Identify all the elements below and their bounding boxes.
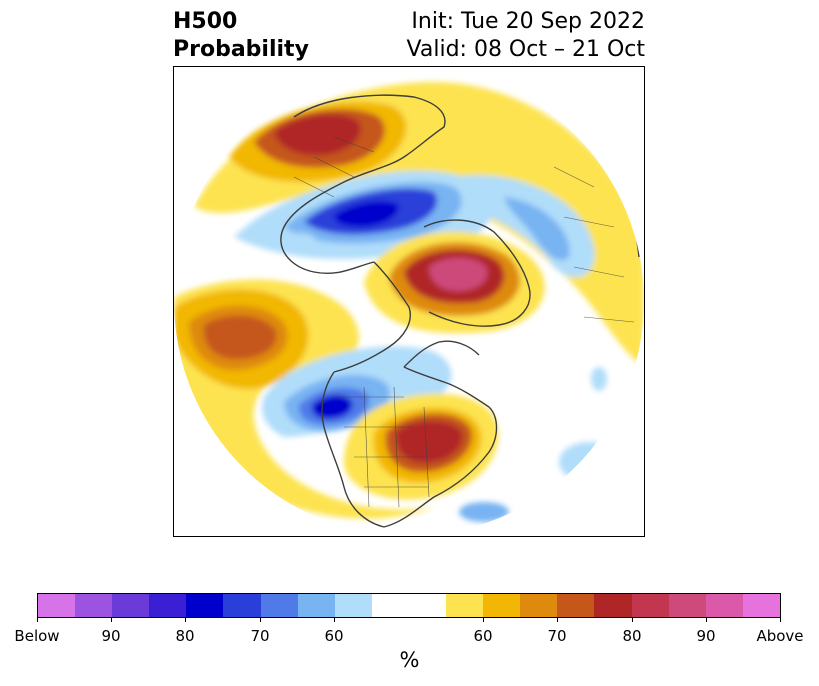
tick-mark [185,618,186,622]
colorbar-segment [112,594,150,617]
tick-label: 90 [696,627,716,645]
title-product: Probability [173,37,309,62]
colorbar-segment [705,594,743,617]
tick-label: 80 [622,627,642,645]
tick-mark [260,618,261,622]
colorbar-segment [371,594,447,617]
tick-label: 80 [175,627,195,645]
tick-mark [557,618,558,622]
colorbar-segment [334,594,372,617]
tick-label-above: Above [756,627,804,645]
tick-label: 70 [250,627,270,645]
tick-mark [632,618,633,622]
colorbar-segment [668,594,706,617]
anomaly-field [174,82,644,528]
tick-mark [334,618,335,622]
colorbar-units-label: % [399,648,420,672]
tick-mark [780,618,781,622]
colorbar-segment [742,594,780,617]
tick-mark [111,618,112,622]
title-init: Init: Tue 20 Sep 2022 [411,9,645,34]
colorbar-segment [149,594,187,617]
title-left: H500 Probability [173,8,309,64]
colorbar-segment [446,594,484,617]
tick-label: 70 [547,627,567,645]
colorbar-segment [38,594,76,617]
colorbar-segment [483,594,521,617]
title-right: Init: Tue 20 Sep 2022 Valid: 08 Oct – 21… [407,8,645,64]
title-variable: H500 [173,9,238,34]
map-svg [174,67,644,536]
tick-label: 60 [473,627,493,645]
tick-label-below: Below [14,627,60,645]
title-valid: Valid: 08 Oct – 21 Oct [406,37,645,62]
probability-map [173,66,645,537]
colorbar [37,593,781,618]
colorbar-segment [297,594,335,617]
colorbar-segment [186,594,224,617]
colorbar-segment [594,594,632,617]
colorbar-segment [260,594,298,617]
tick-mark [483,618,484,622]
colorbar-segment [223,594,261,617]
political-borders [293,136,635,508]
tick-mark [37,618,38,622]
tick-label: 60 [324,627,344,645]
colorbar-segment [75,594,113,617]
colorbar-segment [557,594,595,617]
tick-label: 90 [101,627,121,645]
tick-mark [706,618,707,622]
colorbar-segment [520,594,558,617]
colorbar-segment [631,594,669,617]
